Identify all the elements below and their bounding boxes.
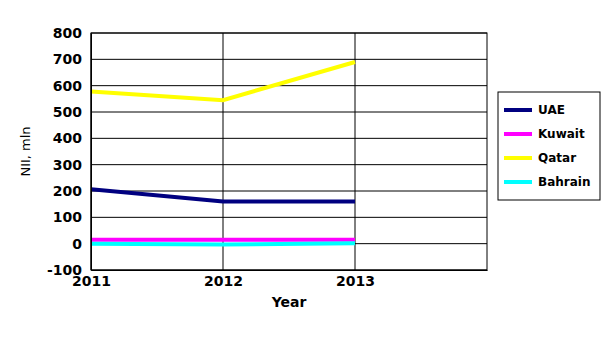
y-tick: 700: [53, 51, 91, 67]
grid-line-y: [91, 243, 487, 244]
y-tick: 800: [53, 25, 91, 41]
chart: -100010020030040050060070080020112012201…: [0, 0, 605, 340]
grid-line-y: [91, 112, 487, 113]
y-tick-label: 400: [53, 130, 82, 146]
legend-label: Qatar: [538, 151, 576, 165]
y-tick: 100: [53, 209, 91, 225]
x-axis-title: Year: [271, 294, 307, 310]
y-tick-label: 700: [53, 51, 82, 67]
legend-label: Bahrain: [538, 175, 590, 189]
y-tick: 200: [53, 183, 91, 199]
x-tick: 2011: [72, 270, 111, 289]
y-axis: -1000100200300400500600700800: [47, 25, 92, 278]
y-tick-label: 300: [53, 157, 82, 173]
grid-line-y: [91, 164, 487, 165]
grid-line-y: [91, 217, 487, 218]
grid: [91, 33, 487, 270]
x-tick-label: 2011: [72, 273, 111, 289]
x-tick-label: 2013: [336, 273, 375, 289]
legend-swatch: [504, 156, 532, 160]
grid-line-y: [91, 85, 487, 86]
x-tick-label: 2012: [204, 273, 243, 289]
y-tick-label: 0: [72, 236, 82, 252]
grid-line-y: [91, 191, 487, 192]
legend-swatch: [504, 180, 532, 184]
grid-line-y: [91, 138, 487, 139]
grid-line-y: [91, 59, 487, 60]
series-line: [91, 238, 355, 242]
y-tick-label: 100: [53, 209, 82, 225]
series-lines: [91, 62, 355, 244]
y-tick: 0: [72, 236, 91, 252]
y-tick: 300: [53, 157, 91, 173]
legend-label: Kuwait: [538, 127, 585, 141]
x-axis: 2011 2012 2013: [72, 270, 487, 289]
y-axis-title: NII, mln: [18, 126, 33, 176]
y-tick: 600: [53, 78, 91, 94]
legend-swatch: [504, 132, 532, 136]
y-tick-label: 200: [53, 183, 82, 199]
y-tick-label: 500: [53, 104, 82, 120]
grid-line-x: [223, 33, 224, 270]
series-line: [91, 243, 355, 244]
x-axis-line: [92, 270, 488, 271]
y-axis-line: [91, 34, 92, 271]
plot-frame: [91, 33, 487, 270]
legend: UAE Kuwait Qatar Bahrain: [498, 92, 600, 200]
legend-box: [498, 92, 600, 200]
y-tick-label: 800: [53, 25, 82, 41]
grid-line-x: [355, 33, 356, 270]
legend-swatch: [504, 108, 532, 112]
x-tick: 2012: [204, 270, 243, 289]
series-line: [91, 62, 355, 100]
series-line: [91, 189, 355, 201]
x-tick: 2013: [336, 270, 375, 289]
y-tick: 500: [53, 104, 91, 120]
y-tick-label: 600: [53, 78, 82, 94]
plot-background: [91, 33, 487, 270]
legend-label: UAE: [538, 103, 565, 117]
y-tick: 400: [53, 130, 91, 146]
